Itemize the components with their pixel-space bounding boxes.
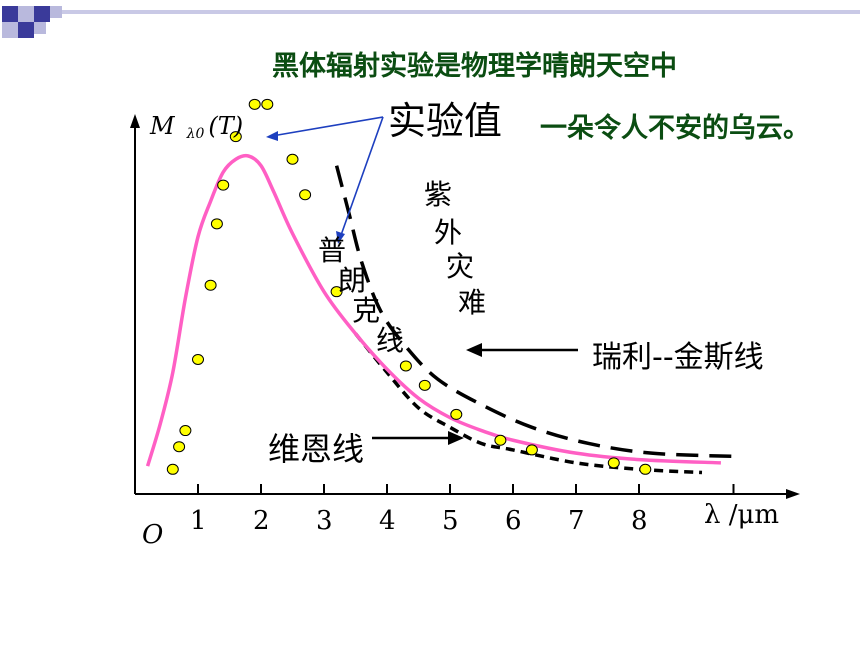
wien-label: 维恩线	[268, 430, 365, 468]
planck-char: 朗	[338, 264, 367, 297]
x-tick-label: 1	[190, 506, 207, 536]
experimental-point	[330, 286, 343, 298]
experimental-point	[639, 463, 652, 475]
x-axis-arrow	[786, 489, 800, 499]
slide-title: 黑体辐射实验是物理学晴朗天空中	[272, 51, 677, 82]
wien-curve	[354, 332, 703, 475]
experimental-arrows	[266, 116, 384, 244]
deco-square	[34, 22, 46, 34]
x-tick-label: 6	[505, 506, 522, 536]
experimental-point	[248, 98, 261, 110]
experimental-point	[399, 360, 412, 372]
x-unit-label: λ /μm	[704, 500, 780, 530]
experimental-point	[217, 179, 230, 191]
planck-char: 克	[352, 294, 381, 327]
deco-square	[34, 6, 50, 22]
experimental-points	[166, 98, 652, 475]
wien-arrow-head	[448, 431, 464, 445]
experimental-point	[494, 434, 507, 446]
deco-square	[2, 22, 18, 38]
experimental-label: 实验值	[388, 99, 503, 143]
y-label-sub: λ0	[186, 126, 205, 142]
x-tick-label: 7	[568, 506, 585, 536]
planck-char: 线	[376, 324, 405, 357]
deco-square	[50, 6, 62, 18]
header-decoration	[2, 6, 860, 38]
experimental-point	[210, 218, 223, 230]
uv-char: 难	[458, 286, 487, 319]
uv-char: 外	[434, 216, 463, 249]
x-tick-label: 2	[253, 506, 270, 536]
arrow-to-points	[339, 116, 384, 239]
x-tick-label: 5	[442, 506, 459, 536]
uv-char: 紫	[424, 178, 453, 211]
x-tick-label: 3	[316, 506, 333, 536]
experimental-point	[166, 463, 179, 475]
arrow-head	[266, 131, 278, 141]
x-ticks	[197, 484, 735, 494]
origin-label: O	[142, 520, 164, 550]
experimental-point	[450, 408, 463, 420]
planck-char: 普	[318, 234, 347, 267]
experimental-point	[525, 444, 538, 456]
rayleigh-jeans-curve	[334, 165, 734, 459]
y-label-arg: (T)	[208, 112, 244, 140]
experimental-point	[192, 353, 204, 365]
rj-pointer	[466, 343, 578, 357]
experimental-point	[173, 441, 186, 453]
uv-char: 灾	[446, 250, 475, 283]
x-tick-label: 4	[379, 506, 396, 536]
slide-subtitle: 一朵令人不安的乌云。	[540, 113, 810, 144]
y-label-main: M	[150, 112, 175, 140]
axes	[130, 114, 800, 499]
arrow-to-axis-label	[271, 116, 384, 137]
rj-arrow-head	[466, 343, 482, 357]
experimental-point	[607, 457, 620, 469]
experimental-point	[261, 98, 274, 110]
wien-pointer	[372, 431, 464, 445]
x-tick-label: 8	[631, 506, 648, 536]
experimental-point	[418, 379, 431, 391]
experimental-point	[204, 279, 217, 291]
arrow-head	[336, 231, 345, 244]
deco-square	[2, 6, 18, 22]
deco-band	[60, 10, 860, 14]
experimental-point	[299, 189, 312, 201]
rayleigh-jeans-label: 瑞利--金斯线	[592, 340, 764, 375]
experimental-point	[229, 131, 242, 143]
experimental-point	[179, 425, 192, 437]
deco-square	[18, 22, 34, 38]
experimental-point	[286, 153, 299, 165]
deco-square	[18, 6, 34, 22]
y-axis-arrow	[130, 114, 140, 128]
